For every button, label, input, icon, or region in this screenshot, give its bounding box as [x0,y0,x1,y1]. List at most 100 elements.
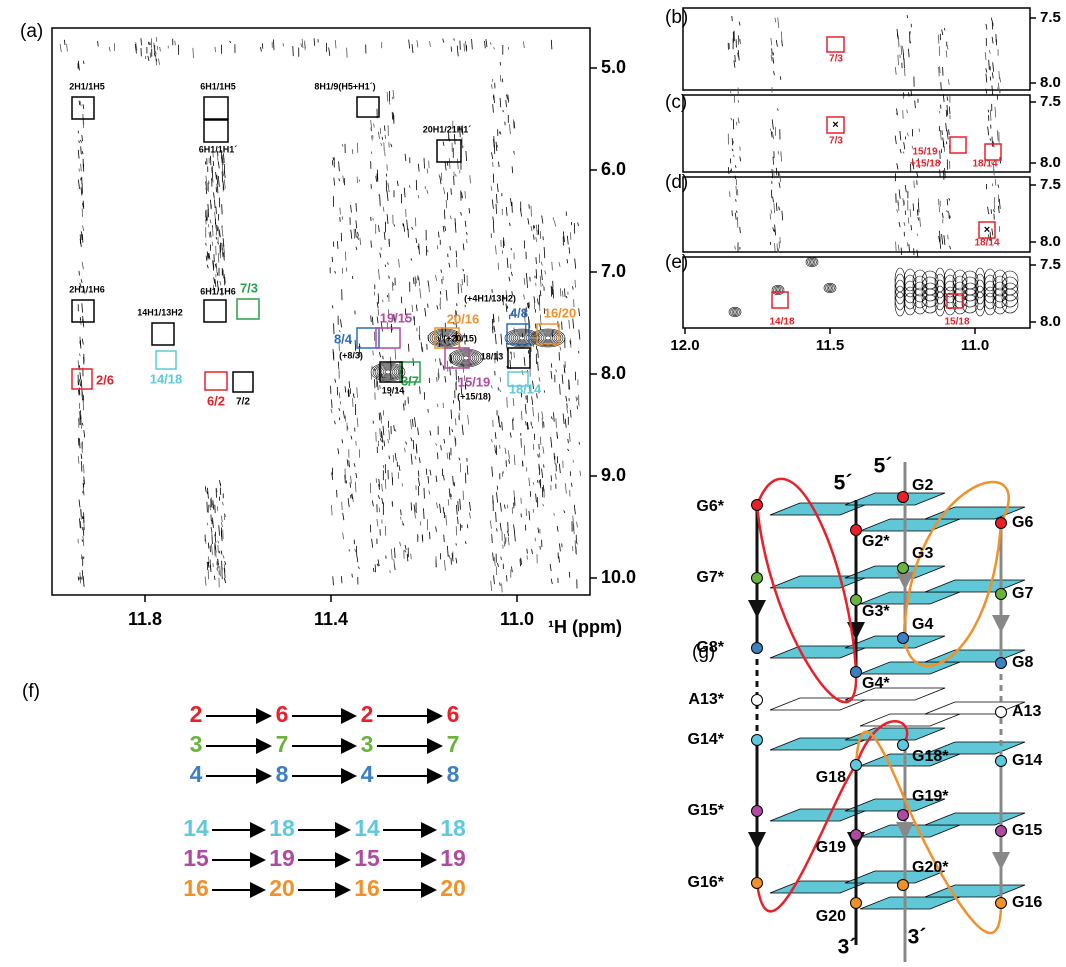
noise [332,399,333,408]
noise [356,229,357,238]
g-tetrad-plate [860,519,960,531]
noise [463,269,464,271]
peak-label: 8/4 [334,331,353,346]
noise [776,40,777,47]
noise [409,40,410,49]
noise [508,450,509,459]
noise [411,438,412,442]
noise [569,433,570,442]
noise [206,256,207,261]
noise [84,61,85,64]
noise [913,204,914,211]
noise [918,217,919,220]
noise [563,414,564,424]
noise [537,299,538,305]
noise [536,269,537,279]
noise [538,362,539,371]
nucleotide [752,735,763,746]
noise [536,257,537,264]
noise [991,18,992,22]
noise [507,95,508,100]
noise [567,236,568,245]
noise [64,40,65,45]
strand-end: 5´ [834,472,853,495]
peak-label: 8H1/9(H5+H1´) [314,81,375,91]
noise [430,470,431,476]
noise [343,513,344,520]
noise [223,170,224,177]
noise [507,397,508,408]
strand-arrow [992,615,1010,633]
noise [514,455,515,465]
g-tetrad-plate [845,493,945,505]
noise [904,69,905,76]
noise [461,212,462,216]
nucleotide [996,707,1007,718]
nucleotide [851,525,862,536]
noise [305,41,306,51]
sequence-number: 16 [183,875,209,901]
noise [532,426,533,428]
noise [781,32,782,42]
noise [82,303,83,312]
peak-label: 7/3 [829,54,843,65]
noise [448,499,449,505]
diagram-label: G20* [912,859,949,876]
noise [464,43,465,51]
noise [895,136,896,144]
noise [990,138,991,140]
noise [567,408,568,413]
noise [425,308,426,316]
noise [446,515,447,526]
noise [501,557,502,560]
noise [568,439,569,443]
noise [940,130,941,140]
noise [509,459,510,464]
noise [467,466,468,475]
noise [225,561,226,565]
noise [901,45,902,55]
noise [418,427,419,435]
noise [907,133,908,136]
noise [496,204,497,214]
noise [465,221,466,227]
noise [440,504,441,513]
noise [456,543,457,545]
noise [942,213,943,218]
noise [528,218,529,224]
noise [222,164,223,171]
peak-label: 19/14 [382,385,405,395]
noise [898,55,899,65]
noise [910,209,911,217]
noise [374,124,375,128]
diagram-label: G6* [696,498,724,515]
noise [209,232,210,237]
strand-arrow [748,832,766,850]
noise [216,207,217,214]
noise [378,309,379,316]
noise [159,59,160,65]
noise [213,180,214,183]
noise [562,322,563,330]
noise [782,40,783,46]
noise [207,251,208,259]
contour [519,336,525,340]
contour [545,336,551,340]
strand-end: 3´ [908,926,927,949]
noise [513,419,514,430]
panel-label: (e) [665,252,688,273]
noise [82,570,83,580]
noise [736,199,737,201]
noise [224,179,225,188]
noise [392,97,393,100]
noise [218,545,219,553]
noise [399,259,400,267]
noise [109,47,110,52]
noise [568,449,569,451]
nucleotide [898,740,909,751]
x-axis-label: ¹H (ppm) [548,617,622,637]
noise [213,227,214,236]
noise [562,374,563,383]
noise [148,56,149,61]
noise [335,271,336,274]
